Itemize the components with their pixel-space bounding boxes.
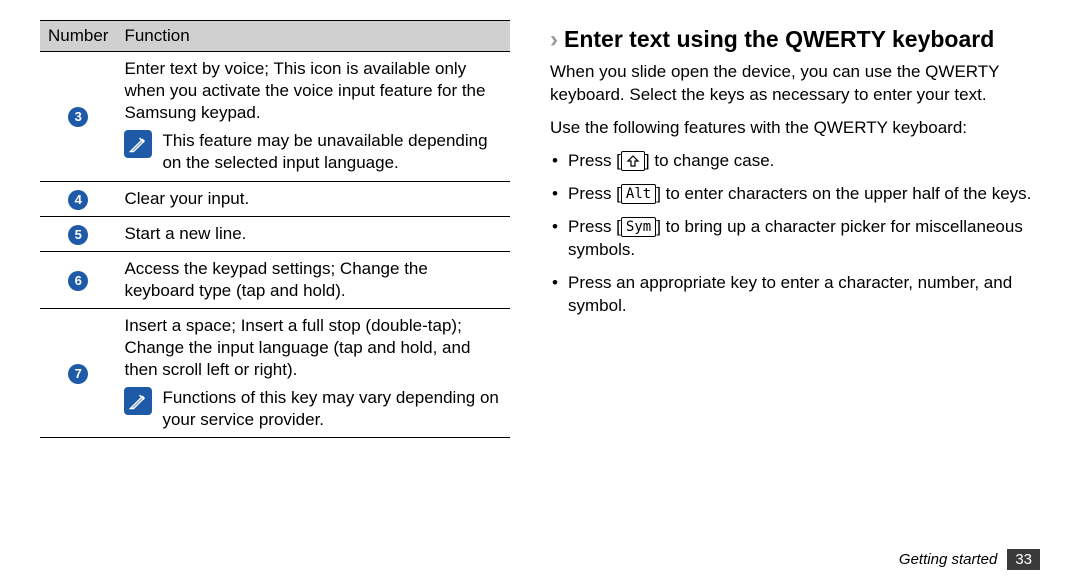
- list-item: Press [Alt] to enter characters on the u…: [550, 183, 1040, 206]
- number-badge-3: 3: [68, 107, 88, 127]
- note-text: This feature may be unavailable dependin…: [162, 130, 502, 174]
- section-title: Enter text using the QWERTY keyboard: [564, 26, 994, 53]
- row-number-cell: 4: [40, 181, 116, 216]
- row-function-cell: Access the keypad settings; Change the k…: [116, 251, 510, 308]
- bullet-post: ] to change case.: [645, 151, 774, 170]
- table-row: 7 Insert a space; Insert a full stop (do…: [40, 308, 510, 437]
- sym-key-icon: Sym: [621, 217, 656, 237]
- section-intro-2: Use the following features with the QWER…: [550, 117, 1040, 140]
- function-text: Enter text by voice; This icon is availa…: [124, 58, 502, 124]
- table-row: 3 Enter text by voice; This icon is avai…: [40, 52, 510, 181]
- number-badge-7: 7: [68, 364, 88, 384]
- table-header-function: Function: [116, 21, 510, 52]
- row-function-cell: Clear your input.: [116, 181, 510, 216]
- note-text: Functions of this key may vary depending…: [162, 387, 502, 431]
- page-number-badge: 33: [1007, 549, 1040, 570]
- note-icon: [124, 387, 152, 415]
- alt-key-icon: Alt: [621, 184, 656, 204]
- function-table-column: Number Function 3 Enter text by voice; T…: [40, 20, 510, 566]
- qwerty-section-column: › Enter text using the QWERTY keyboard W…: [550, 20, 1040, 566]
- table-header-number: Number: [40, 21, 116, 52]
- section-heading: › Enter text using the QWERTY keyboard: [550, 26, 1040, 53]
- row-number-cell: 7: [40, 308, 116, 437]
- bullet-pre: Press [: [568, 217, 621, 236]
- number-badge-6: 6: [68, 271, 88, 291]
- list-item: Press [Sym] to bring up a character pick…: [550, 216, 1040, 262]
- note-icon: [124, 130, 152, 158]
- note-row: This feature may be unavailable dependin…: [124, 130, 502, 174]
- list-item: Press an appropriate key to enter a char…: [550, 272, 1040, 318]
- table-row: 4 Clear your input.: [40, 181, 510, 216]
- feature-list: Press [ ] to change case. Press [Alt] to …: [550, 150, 1040, 318]
- table-row: 5 Start a new line.: [40, 216, 510, 251]
- bullet-post: ] to enter characters on the upper half …: [656, 184, 1031, 203]
- note-row: Functions of this key may vary depending…: [124, 387, 502, 431]
- table-row: 6 Access the keypad settings; Change the…: [40, 251, 510, 308]
- manual-page: Number Function 3 Enter text by voice; T…: [0, 0, 1080, 586]
- section-intro-1: When you slide open the device, you can …: [550, 61, 1040, 107]
- row-number-cell: 3: [40, 52, 116, 181]
- number-badge-4: 4: [68, 190, 88, 210]
- row-function-cell: Start a new line.: [116, 216, 510, 251]
- list-item: Press [ ] to change case.: [550, 150, 1040, 173]
- page-footer: Getting started 33: [899, 549, 1040, 570]
- row-function-cell: Enter text by voice; This icon is availa…: [116, 52, 510, 181]
- function-text: Insert a space; Insert a full stop (doub…: [124, 315, 502, 381]
- chevron-icon: ›: [550, 28, 558, 52]
- row-number-cell: 6: [40, 251, 116, 308]
- shift-key-icon: [621, 151, 645, 171]
- row-function-cell: Insert a space; Insert a full stop (doub…: [116, 308, 510, 437]
- function-table: Number Function 3 Enter text by voice; T…: [40, 20, 510, 438]
- bullet-pre: Press [: [568, 151, 621, 170]
- footer-section-name: Getting started: [899, 551, 997, 568]
- row-number-cell: 5: [40, 216, 116, 251]
- number-badge-5: 5: [68, 225, 88, 245]
- bullet-pre: Press [: [568, 184, 621, 203]
